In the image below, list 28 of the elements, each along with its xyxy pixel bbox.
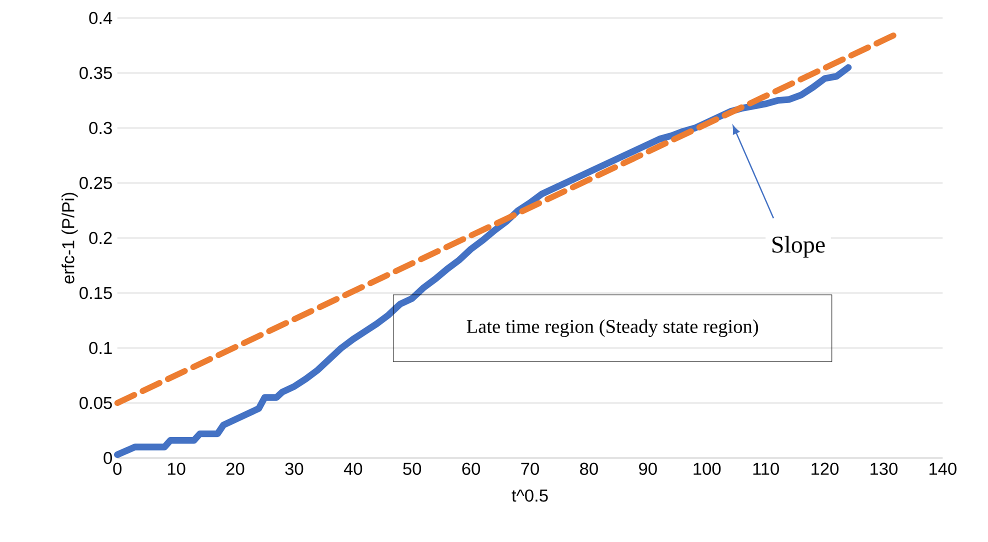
x-tick-label: 110	[753, 462, 779, 475]
annotation: Slope	[772, 236, 825, 258]
x-axis-title: t^0.5	[512, 489, 548, 502]
y-tick-label: 0.1	[89, 342, 112, 354]
x-tick-label: 50	[403, 462, 422, 475]
annotation: Late time region (Steady state region)	[466, 319, 758, 337]
x-tick-label: 140	[930, 462, 956, 475]
y-tick-label: 0.05	[80, 396, 112, 410]
y-tick-label: 0.2	[89, 232, 112, 244]
x-tick-label: 20	[226, 462, 244, 475]
x-tick-label: 30	[285, 462, 304, 475]
x-tick-label: 130	[870, 462, 898, 475]
x-tick-label: 70	[521, 462, 539, 475]
y-axis-title: erfc-1 (P/Pi)	[62, 192, 78, 284]
x-tick-label: 120	[812, 462, 839, 475]
x-tick-label: 80	[580, 462, 598, 475]
x-tick-label: 100	[694, 462, 721, 475]
y-tick-label: 0.4	[89, 12, 112, 24]
x-tick-label: 60	[462, 462, 480, 475]
y-tick-label: 0.35	[80, 66, 112, 80]
y-tick-label: 0	[104, 452, 112, 464]
x-tick-label: 0	[113, 462, 122, 475]
y-tick-label: 0.25	[80, 176, 112, 190]
x-tick-label: 90	[639, 462, 657, 475]
x-tick-label: 40	[344, 462, 362, 475]
x-tick-label: 10	[168, 462, 186, 475]
y-tick-label: 0.15	[80, 286, 112, 300]
y-tick-label: 0.3	[89, 122, 112, 134]
